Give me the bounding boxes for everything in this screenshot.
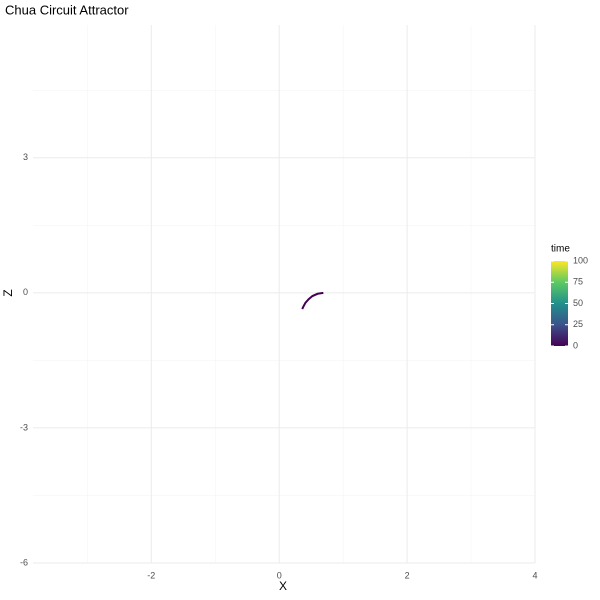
colorbar-label: 0: [573, 340, 578, 350]
y-axis-title: Z: [1, 289, 15, 296]
colorbar-title: time: [551, 244, 570, 255]
colorbar: [551, 261, 568, 346]
colorbar-label: 50: [573, 298, 583, 308]
x-tick-label: 0: [277, 570, 282, 580]
x-tick-label: 2: [405, 570, 410, 580]
y-tick-label: 3: [23, 152, 28, 162]
y-tick-label: -3: [20, 422, 28, 432]
x-tick-label: 4: [532, 570, 537, 580]
x-tick-label: -2: [147, 570, 155, 580]
colorbar-label: 25: [573, 319, 583, 329]
y-tick-label: -6: [20, 557, 28, 567]
colorbar-label: 75: [573, 277, 583, 287]
colorbar-label: 100: [573, 255, 588, 265]
trajectory: [301, 291, 324, 310]
y-tick-label: 0: [23, 287, 28, 297]
x-axis-title: X: [279, 579, 287, 593]
chart-title: Chua Circuit Attractor: [5, 2, 129, 17]
